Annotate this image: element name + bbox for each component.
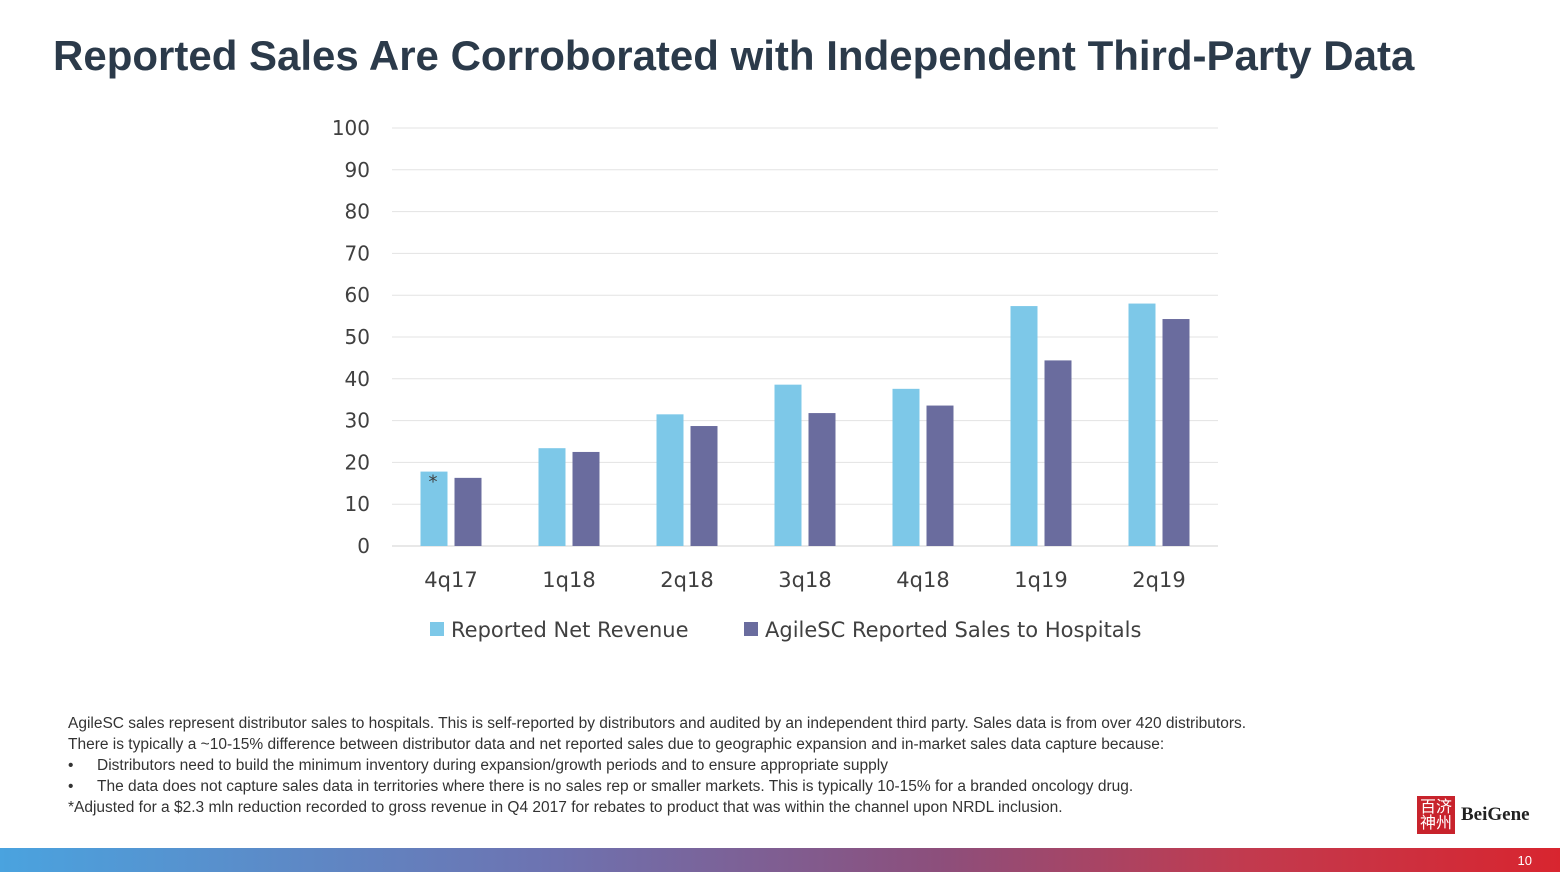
legend-swatch — [744, 622, 758, 636]
y-tick-label: 30 — [345, 409, 370, 433]
y-tick-label: 10 — [345, 492, 370, 516]
y-tick-label: 50 — [345, 325, 370, 349]
logo-mark-icon: 百济神州 — [1417, 796, 1455, 834]
y-tick-label: 60 — [345, 283, 370, 307]
bar — [656, 414, 684, 546]
bar — [892, 388, 920, 546]
x-tick-label: 4q17 — [424, 568, 477, 592]
legend-label: Reported Net Revenue — [451, 618, 689, 642]
footnote-bullet-item: • Distributors need to build the minimum … — [68, 755, 1408, 776]
footnotes: AgileSC sales represent distributor sale… — [68, 713, 1408, 818]
footnote-bullet-text: Distributors need to build the minimum i… — [97, 757, 888, 774]
x-tick-label: 2q18 — [660, 568, 713, 592]
x-tick-label: 3q18 — [778, 568, 831, 592]
bar — [1044, 360, 1072, 546]
y-tick-label: 100 — [332, 116, 370, 140]
y-tick-label: 20 — [345, 450, 370, 474]
footnote-bullet-item: • The data does not capture sales data in… — [68, 776, 1408, 797]
y-tick-label: 0 — [357, 534, 370, 558]
footnote-bullet-text: The data does not capture sales data in … — [97, 778, 1134, 795]
bar — [538, 448, 566, 546]
bar — [1128, 303, 1156, 546]
bar — [1162, 319, 1190, 546]
legend-label: AgileSC Reported Sales to Hospitals — [765, 618, 1141, 642]
legend-swatch — [430, 622, 444, 636]
bar-chart: 0 10 20 30 40 50 60 70 80 90 100 4q17 1q18 2q18 3q18 4q… — [332, 116, 1218, 642]
bar — [454, 477, 482, 546]
y-tick-label: 90 — [345, 158, 370, 182]
bar — [572, 451, 600, 546]
bar — [1010, 306, 1038, 546]
bar — [420, 471, 448, 546]
bar — [808, 413, 836, 546]
footnote-line: AgileSC sales represent distributor sale… — [68, 715, 1247, 732]
logo-name: BeiGene — [1461, 804, 1530, 825]
page-number: 10 — [1517, 853, 1532, 868]
x-tick-label: 1q18 — [542, 568, 595, 592]
annotation-asterisk: * — [429, 472, 438, 493]
x-tick-label: 1q19 — [1014, 568, 1067, 592]
x-tick-label: 4q18 — [896, 568, 949, 592]
footnote-line: There is typically a ~10-15% difference … — [68, 736, 1165, 753]
bar — [690, 426, 718, 546]
bullet-icon: • — [68, 778, 74, 795]
x-tick-label: 2q19 — [1132, 568, 1185, 592]
page-title: Reported Sales Are Corroborated with Ind… — [53, 32, 1415, 79]
y-tick-label: 40 — [345, 367, 370, 391]
bullet-icon: • — [68, 757, 74, 774]
y-tick-label: 80 — [345, 200, 370, 224]
y-tick-label: 70 — [345, 241, 370, 265]
footnote-line: *Adjusted for a $2.3 mln reduction recor… — [68, 799, 1063, 816]
footer-bar: 10 — [0, 848, 1560, 872]
bar — [774, 384, 802, 546]
company-logo: 百济神州 BeiGene — [1417, 796, 1530, 834]
bar — [926, 405, 954, 546]
